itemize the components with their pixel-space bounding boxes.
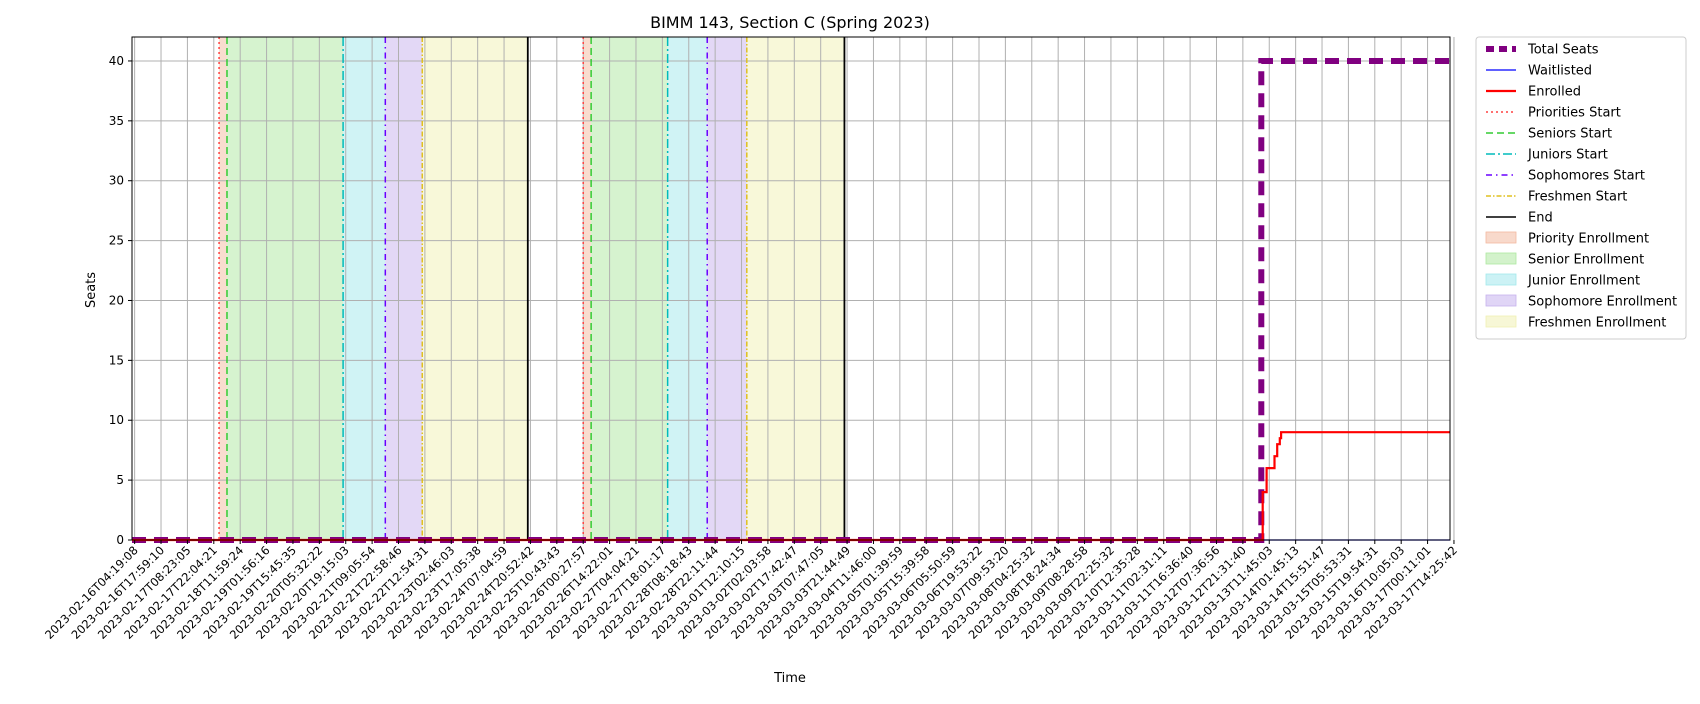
region-senior-enrollment-0: [226, 37, 344, 540]
region-junior-enrollment-1: [667, 37, 708, 540]
grid: [132, 37, 1455, 541]
x-axis-label: Time: [773, 671, 806, 686]
y-tick-label: 5: [116, 473, 124, 487]
legend-label-seniors-start: Seniors Start: [1528, 127, 1612, 142]
legend-label-sophomore-enrollment: Sophomore Enrollment: [1528, 295, 1677, 310]
legend-label-priorities-start: Priorities Start: [1528, 106, 1621, 121]
region-senior-enrollment-1: [591, 37, 668, 540]
legend-label-priority-enrollment: Priority Enrollment: [1528, 232, 1649, 247]
y-tick-label: 20: [109, 293, 124, 307]
legend-label-waitlisted: Waitlisted: [1528, 64, 1592, 79]
region-sophomore-enrollment-1: [707, 37, 747, 540]
region-priority-enrollment-0: [219, 37, 227, 540]
legend-label-sophomores-start: Sophomores Start: [1528, 169, 1645, 184]
y-axis-ticks: 0 5 10 15 20 25 30 35 40: [109, 54, 132, 547]
legend-label-end: End: [1528, 211, 1553, 226]
legend-label-enrolled: Enrolled: [1528, 85, 1581, 100]
legend-label-senior-enrollment: Senior Enrollment: [1528, 253, 1644, 268]
y-tick-label: 0: [116, 533, 124, 547]
legend-label-total-seats: Total Seats: [1527, 43, 1599, 58]
enrollment-regions: [219, 37, 845, 540]
legend: Total Seats Waitlisted Enrolled Priorities …: [1475, 36, 1687, 340]
y-tick-label: 40: [109, 54, 124, 68]
legend-swatch-sophomore-enrollment: [1485, 294, 1517, 307]
region-junior-enrollment-0: [343, 37, 386, 540]
plot-frame: [131, 36, 1451, 541]
y-tick-label: 10: [109, 413, 124, 427]
y-tick-label: 30: [109, 174, 124, 188]
legend-swatch-senior-enrollment: [1485, 252, 1517, 265]
region-sophomore-enrollment-0: [385, 37, 423, 540]
legend-label-junior-enrollment: Junior Enrollment: [1527, 274, 1640, 289]
chart-title: BIMM 143, Section C (Spring 2023): [650, 13, 930, 32]
legend-swatch-junior-enrollment: [1485, 273, 1517, 286]
y-tick-label: 35: [109, 114, 124, 128]
legend-label-freshmen-start: Freshmen Start: [1528, 190, 1627, 205]
legend-swatch-freshmen-enrollment: [1485, 315, 1517, 328]
series-line-enrolled: [132, 431, 1450, 542]
region-freshmen-enrollment-1: [746, 37, 845, 540]
legend-label-juniors-start: Juniors Start: [1527, 148, 1608, 163]
legend-swatch-priority-enrollment: [1485, 231, 1517, 244]
region-freshmen-enrollment-0: [422, 37, 528, 540]
legend-box: [1475, 36, 1687, 340]
y-tick-label: 25: [109, 234, 124, 248]
region-priority-enrollment-1: [583, 37, 592, 540]
series-line-total-seats: [132, 58, 1450, 543]
y-tick-label: 15: [109, 353, 124, 367]
x-axis-ticks: 2023-02-16T04:19:082023-02-16T17:59:1020…: [42, 540, 1460, 642]
legend-label-freshmen-enrollment: Freshmen Enrollment: [1528, 316, 1666, 331]
event-lines: [218, 37, 846, 540]
y-axis-label: Seats: [84, 272, 99, 308]
